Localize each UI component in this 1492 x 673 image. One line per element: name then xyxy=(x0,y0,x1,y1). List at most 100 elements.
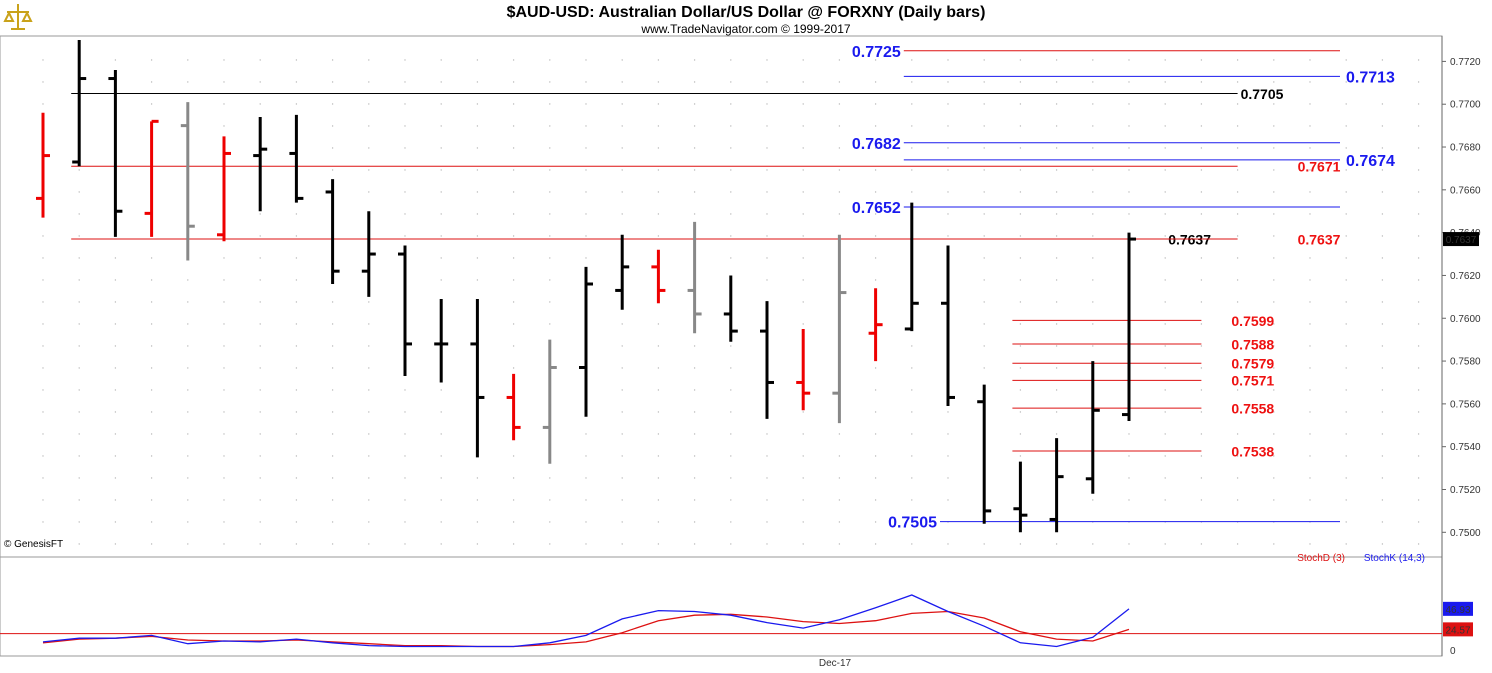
grid-dot xyxy=(911,345,913,347)
grid-dot xyxy=(404,81,406,83)
grid-dot xyxy=(693,103,696,105)
grid-dot xyxy=(1164,433,1166,435)
grid-dot xyxy=(404,543,406,545)
grid-dot xyxy=(1092,543,1094,545)
grid-dot xyxy=(1128,81,1130,83)
grid-dot xyxy=(766,279,768,281)
grid-dot xyxy=(259,411,261,413)
grid-dot xyxy=(1381,367,1384,369)
ohlc-bar xyxy=(217,136,231,242)
grid-dot xyxy=(766,125,768,127)
level-label: 0.7538 xyxy=(1231,443,1274,459)
grid-dot xyxy=(187,279,189,281)
grid-dot xyxy=(730,125,732,127)
grid-dot xyxy=(150,367,153,369)
grid-dot xyxy=(1417,279,1420,281)
grid-dot xyxy=(295,477,298,479)
y-tick-label: 0.7700 xyxy=(1450,100,1481,111)
grid-dot xyxy=(693,213,696,215)
grid-dot xyxy=(983,103,985,105)
grid-dot xyxy=(802,477,804,479)
grid-dot xyxy=(911,367,913,369)
grid-dot xyxy=(1092,147,1094,149)
grid-dot xyxy=(150,81,153,83)
grid-dot xyxy=(78,389,80,391)
ohlc-bar xyxy=(579,266,593,417)
grid-dot xyxy=(730,81,732,83)
grid-dot xyxy=(368,169,370,171)
y-tick-label: 0.7520 xyxy=(1450,485,1481,496)
grid-dot xyxy=(259,213,261,215)
grid-dot xyxy=(114,477,117,479)
grid-dot xyxy=(1128,125,1130,127)
grid-dot xyxy=(1055,345,1058,347)
grid-dot xyxy=(476,191,479,193)
grid-dot xyxy=(476,213,479,215)
grid-dot xyxy=(150,433,153,435)
grid-dot xyxy=(874,103,877,105)
grid-dot xyxy=(802,279,804,281)
grid-dot xyxy=(693,411,696,413)
grid-dot xyxy=(368,345,370,347)
ohlc-bar xyxy=(144,119,159,237)
grid-dot xyxy=(874,59,877,61)
grid-dot xyxy=(1381,433,1384,435)
grid-dot xyxy=(1092,301,1094,303)
grid-dot xyxy=(1273,345,1275,347)
grid-dot xyxy=(549,521,551,523)
grid-dot xyxy=(223,367,225,369)
grid-dot xyxy=(549,279,551,281)
grid-dot xyxy=(1345,59,1347,61)
grid-dot xyxy=(440,125,442,127)
grid-dot xyxy=(42,543,44,545)
grid-dot xyxy=(1309,81,1311,83)
grid-dot xyxy=(368,367,370,369)
grid-dot xyxy=(512,191,515,193)
grid-dot xyxy=(657,411,660,413)
grid-dot xyxy=(983,543,985,545)
grid-dot xyxy=(476,103,479,105)
grid-dot xyxy=(838,521,841,523)
grid-dot xyxy=(1381,543,1384,545)
grid-dot xyxy=(693,125,696,127)
grid-dot xyxy=(187,411,189,413)
grid-dot xyxy=(1381,191,1384,193)
grid-dot xyxy=(1200,345,1203,347)
grid-dot xyxy=(1092,257,1094,259)
grid-dot xyxy=(1345,477,1347,479)
grid-dot xyxy=(549,477,551,479)
grid-dot xyxy=(802,81,804,83)
grid-dot xyxy=(766,433,768,435)
grid-dot xyxy=(947,213,949,215)
grid-dot xyxy=(1345,147,1347,149)
grid-dot xyxy=(1019,103,1022,105)
grid-dot xyxy=(1055,389,1058,391)
grid-dot xyxy=(621,521,623,523)
grid-dot xyxy=(549,81,551,83)
ohlc-bar xyxy=(325,179,340,285)
grid-dot xyxy=(114,323,117,325)
grid-dot xyxy=(1273,103,1275,105)
ohlc-bar xyxy=(723,275,738,342)
grid-dot xyxy=(187,543,189,545)
grid-dot xyxy=(1236,59,1239,61)
grid-dot xyxy=(766,499,768,501)
grid-dot xyxy=(78,367,80,369)
grid-dot xyxy=(1019,543,1022,545)
grid-dot xyxy=(947,499,949,501)
grid-dot xyxy=(1164,301,1166,303)
grid-dot xyxy=(585,477,587,479)
level-label: 0.7671 xyxy=(1298,159,1341,175)
grid-dot xyxy=(585,499,587,501)
grid-dot xyxy=(1309,125,1311,127)
grid-dot xyxy=(730,235,732,237)
gold-scale-icon xyxy=(3,4,33,30)
grid-dot xyxy=(766,235,768,237)
grid-dot xyxy=(1200,147,1203,149)
grid-dot xyxy=(1200,367,1203,369)
grid-dot xyxy=(78,191,80,193)
grid-dot xyxy=(223,125,225,127)
grid-dot xyxy=(874,389,877,391)
grid-dot xyxy=(657,345,660,347)
grid-dot xyxy=(1055,213,1058,215)
